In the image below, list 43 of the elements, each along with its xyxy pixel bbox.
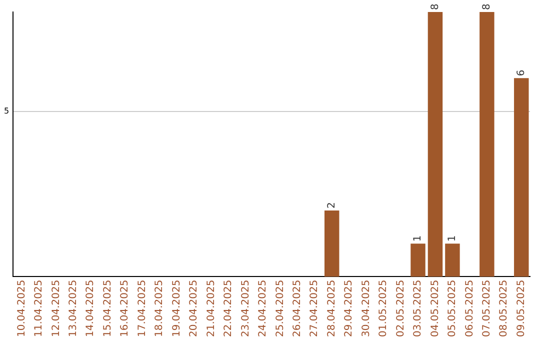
- x-tick-label: 06.05.2025: [464, 280, 476, 338]
- x-tick-label: 03.05.2025: [412, 280, 424, 338]
- x-tick-label: 13.04.2025: [68, 280, 79, 338]
- data-label: 8: [482, 4, 493, 10]
- x-tick-label: 14.04.2025: [85, 280, 96, 338]
- x-tick-label: 16.04.2025: [120, 280, 131, 338]
- x-tick-label: 12.04.2025: [50, 280, 62, 338]
- x-tick-label: 25.04.2025: [274, 280, 286, 338]
- data-label: 8: [430, 4, 441, 10]
- bar: [410, 244, 426, 277]
- x-tick-label: 17.04.2025: [136, 280, 148, 338]
- x-tick-label: 20.04.2025: [188, 280, 200, 338]
- x-tick-label: 09.05.2025: [516, 280, 527, 338]
- x-tick-label: 02.05.2025: [395, 280, 406, 338]
- x-tick-label: 19.04.2025: [171, 280, 182, 338]
- data-label: 1: [447, 235, 458, 242]
- y-tick-label: 5: [4, 106, 10, 116]
- x-tick-label: 22.04.2025: [223, 280, 234, 338]
- x-tick-label: 24.04.2025: [258, 280, 269, 338]
- x-tick-label: 08.05.2025: [498, 280, 510, 338]
- x-tick-label: 26.04.2025: [292, 280, 303, 338]
- x-tick-label: 11.04.2025: [34, 280, 45, 338]
- x-tick-label: 18.04.2025: [154, 280, 166, 338]
- bar: [428, 12, 443, 277]
- bar: [480, 12, 494, 277]
- x-tick-label: 04.05.2025: [430, 280, 441, 338]
- bar: [514, 78, 529, 277]
- x-tick-label: 21.04.2025: [206, 280, 217, 338]
- x-tick-label: 29.04.2025: [344, 280, 355, 338]
- x-tick-label: 27.04.2025: [309, 280, 320, 338]
- x-tick-label: 07.05.2025: [482, 280, 493, 338]
- x-tick-label: 28.04.2025: [326, 280, 338, 338]
- data-label: 2: [326, 202, 338, 209]
- bar: [324, 210, 340, 277]
- x-tick-label: 10.04.2025: [16, 280, 28, 338]
- x-tick-label: 05.05.2025: [447, 280, 458, 338]
- x-tick-label: 01.05.2025: [378, 280, 390, 338]
- data-label: 1: [412, 235, 424, 242]
- x-tick-label: 15.04.2025: [102, 280, 114, 338]
- x-tick-label: 30.04.2025: [360, 280, 372, 338]
- bar: [445, 244, 460, 277]
- data-label: 6: [516, 70, 527, 76]
- x-tick-label: 23.04.2025: [240, 280, 252, 338]
